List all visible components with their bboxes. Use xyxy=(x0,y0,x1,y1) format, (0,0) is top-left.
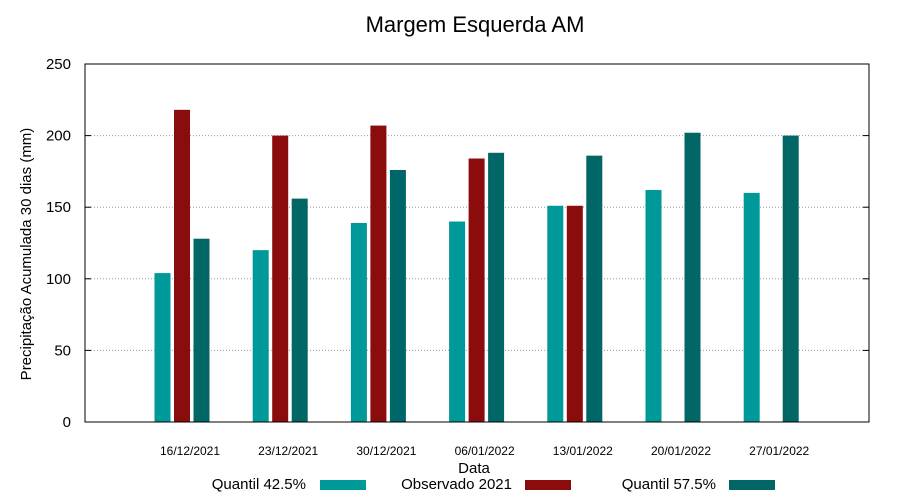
x-tick-label: 20/01/2022 xyxy=(651,444,711,458)
x-axis-label: Data xyxy=(458,460,490,477)
bar-quantil-57-5-5 xyxy=(684,132,701,422)
y-tick-label: 0 xyxy=(63,414,71,431)
legend: Quantil 42.5% Observado 2021 Quantil 57.5% xyxy=(212,476,775,493)
legend-label: Quantil 57.5% xyxy=(622,476,716,493)
x-tick-label: 06/01/2022 xyxy=(455,444,515,458)
bar-quantil-42-5-2 xyxy=(350,222,367,422)
bar-quantil-42-5-4 xyxy=(547,205,564,422)
bar-observado-2021-0 xyxy=(174,109,190,422)
legend-swatch xyxy=(525,480,571,490)
bar-quantil-42-5-3 xyxy=(449,221,466,422)
y-axis-ticks: 0 50 100 150 200 250 xyxy=(46,56,869,431)
bar-quantil-57-5-6 xyxy=(782,135,799,422)
bar-quantil-57-5-4 xyxy=(586,155,603,422)
x-tick-label: 23/12/2021 xyxy=(258,444,318,458)
bar-quantil-42-5-5 xyxy=(645,190,662,422)
bar-observado-2021-4 xyxy=(566,205,583,422)
x-tick-label: 27/01/2022 xyxy=(749,444,809,458)
bar-quantil-42-5-6 xyxy=(743,192,760,422)
y-axis-label: Precipitação Acumulada 30 dias (mm) xyxy=(18,128,35,381)
legend-swatch xyxy=(729,480,775,490)
bar-quantil-57-5-2 xyxy=(389,169,406,422)
bar-quantil-42-5-0 xyxy=(154,273,171,422)
bar-quantil-57-5-1 xyxy=(291,198,308,422)
bar-quantil-42-5-1 xyxy=(252,250,269,422)
bar-area xyxy=(154,109,799,423)
x-tick-label: 30/12/2021 xyxy=(356,444,416,458)
y-tick-label: 50 xyxy=(54,342,71,359)
y-tick-label: 200 xyxy=(46,128,71,145)
bar-quantil-57-5-3 xyxy=(488,152,505,422)
y-tick-label: 150 xyxy=(46,199,71,216)
plot-frame xyxy=(84,63,870,423)
x-tick-label: 16/12/2021 xyxy=(160,444,220,458)
bar-observado-2021-3 xyxy=(468,158,485,422)
y-tick-label: 250 xyxy=(46,56,71,73)
x-axis-ticks: 16/12/2021 23/12/2021 30/12/2021 06/01/2022… xyxy=(160,444,810,458)
chart-title: Margem Esquerda AM xyxy=(366,12,585,37)
x-tick-label: 13/01/2022 xyxy=(553,444,613,458)
legend-label: Quantil 42.5% xyxy=(212,476,306,493)
bar-quantil-57-5-0 xyxy=(193,238,210,422)
y-tick-label: 100 xyxy=(46,271,71,288)
bar-observado-2021-1 xyxy=(272,135,289,422)
bar-observado-2021-2 xyxy=(370,125,387,423)
legend-label: Observado 2021 xyxy=(401,476,512,493)
legend-swatch xyxy=(320,480,366,490)
